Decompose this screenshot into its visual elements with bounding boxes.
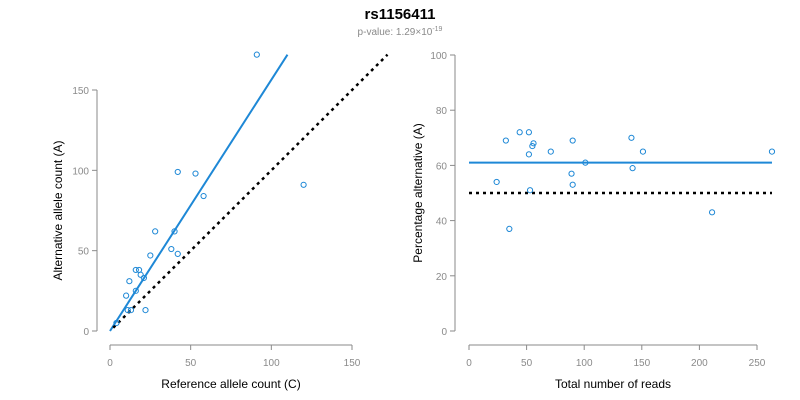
- left-y-tick-label: 50: [78, 247, 90, 258]
- left-data-point: [113, 319, 120, 327]
- right-data-point: [628, 134, 635, 141]
- left-data-point: [126, 278, 133, 285]
- right-data-point: [526, 187, 534, 194]
- right-x-tick-label: 200: [691, 358, 708, 369]
- left-reference-line: [112, 53, 389, 329]
- left-y-tick-label: 150: [72, 86, 89, 97]
- right-y-axis-title: Percentage alternative (A): [411, 123, 425, 262]
- p-value-exponent: -19: [432, 26, 443, 33]
- chart-title: rs1156411: [364, 6, 436, 23]
- left-data-point: [168, 245, 175, 253]
- left-y-tick-label: 0: [83, 327, 89, 338]
- right-y-tick-label: 40: [436, 217, 448, 228]
- left-y-axis-title: Alternative allele count (A): [51, 140, 65, 280]
- left-data-point: [140, 274, 147, 282]
- right-data-point: [768, 148, 776, 155]
- left-x-tick-label: 100: [263, 358, 280, 369]
- right-data-point: [493, 178, 500, 186]
- right-data-point: [569, 137, 576, 144]
- right-x-tick-label: 250: [749, 358, 766, 369]
- right-data-point: [525, 151, 533, 158]
- left-data-point: [200, 192, 207, 200]
- right-data-point: [568, 170, 575, 177]
- right-data-point: [569, 181, 576, 188]
- right-y-tick-label: 20: [436, 272, 448, 283]
- right-data-point: [529, 142, 536, 150]
- right-data-point: [639, 148, 647, 155]
- p-value-text: p-value: 1.29×10: [357, 27, 433, 38]
- right-data-point: [708, 209, 716, 216]
- left-data-point: [174, 168, 181, 176]
- right-y-tick-label: 80: [436, 106, 448, 117]
- right-data-point: [629, 165, 636, 172]
- left-x-axis-title: Reference allele count (C): [161, 377, 300, 391]
- right-y-tick-label: 60: [436, 161, 448, 172]
- left-data-point: [152, 228, 159, 235]
- left-data-point: [300, 181, 307, 188]
- right-data-point: [525, 129, 533, 136]
- right-x-tick-label: 50: [521, 358, 533, 369]
- left-data-point: [253, 51, 260, 58]
- right-x-tick-label: 100: [576, 358, 593, 369]
- left-data-point: [123, 292, 130, 299]
- left-data-point: [192, 170, 199, 177]
- right-data-point: [502, 137, 509, 144]
- left-y-tick-label: 100: [72, 166, 89, 177]
- left-data-point: [132, 266, 139, 274]
- left-x-tick-label: 150: [344, 358, 361, 369]
- right-y-tick-label: 0: [441, 327, 447, 338]
- left-data-point: [171, 228, 178, 235]
- right-data-point: [547, 148, 554, 155]
- right-data-point: [516, 129, 523, 136]
- right-x-tick-label: 150: [633, 358, 650, 369]
- chart-subtitle: p-value: 1.29×10-19: [0, 26, 800, 38]
- left-data-point: [174, 250, 181, 257]
- left-x-tick-label: 50: [185, 358, 197, 369]
- left-data-point: [147, 252, 154, 259]
- right-data-point: [530, 140, 537, 147]
- left-data-point: [127, 307, 135, 314]
- left-x-tick-label: 0: [107, 358, 113, 369]
- right-x-axis-title: Total number of reads: [555, 377, 671, 391]
- right-data-point: [582, 159, 589, 166]
- right-data-point: [506, 225, 513, 232]
- left-data-point: [142, 307, 149, 314]
- left-data-point: [124, 307, 131, 314]
- left-data-point: [132, 287, 139, 294]
- right-x-tick-label: 0: [466, 358, 472, 369]
- left-data-point: [137, 271, 144, 278]
- left-fit-line: [109, 54, 289, 332]
- right-y-tick-label: 100: [430, 51, 447, 62]
